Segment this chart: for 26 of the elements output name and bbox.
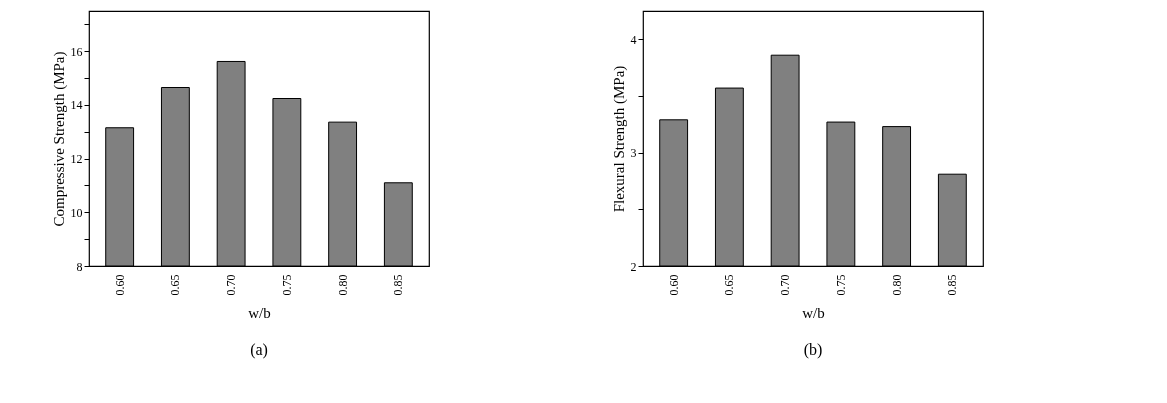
x-tick-label: 0.70 [778,274,793,296]
y-axis-title: Compressive Strength (MPa) [50,51,68,227]
x-tick-label: 0.80 [335,274,350,296]
x-tick-label: 0.65 [168,274,183,296]
x-tick-label: 0.75 [833,274,848,296]
text: (a) [250,341,268,359]
x-axis-title: w/b [248,304,271,321]
y-tick-label: 12 [70,152,83,167]
x-tick-label: 0.60 [666,274,681,296]
x-tick-label: 0.75 [279,274,294,296]
y-axis-title: Flexural Strength (MPa) [610,65,628,213]
x-tick-label: 0.70 [224,274,239,296]
x-axis-title: w/b [802,304,825,321]
y-tick-label: 4 [630,32,637,47]
x-tick-label: 0.60 [112,274,127,296]
y-tick-label: 8 [76,259,83,274]
y-tick-label: 14 [70,98,83,113]
x-tick-label: 0.65 [722,274,737,296]
text: (b) [803,341,823,359]
y-tick-label: 16 [70,44,83,59]
y-tick-label: 2 [630,259,637,274]
y-tick-label: 3 [630,146,637,161]
x-tick-label: 0.85 [391,274,406,296]
x-tick-label: 0.80 [889,274,904,296]
x-tick-label: 0.85 [945,274,960,296]
y-tick-label: 10 [70,205,83,220]
